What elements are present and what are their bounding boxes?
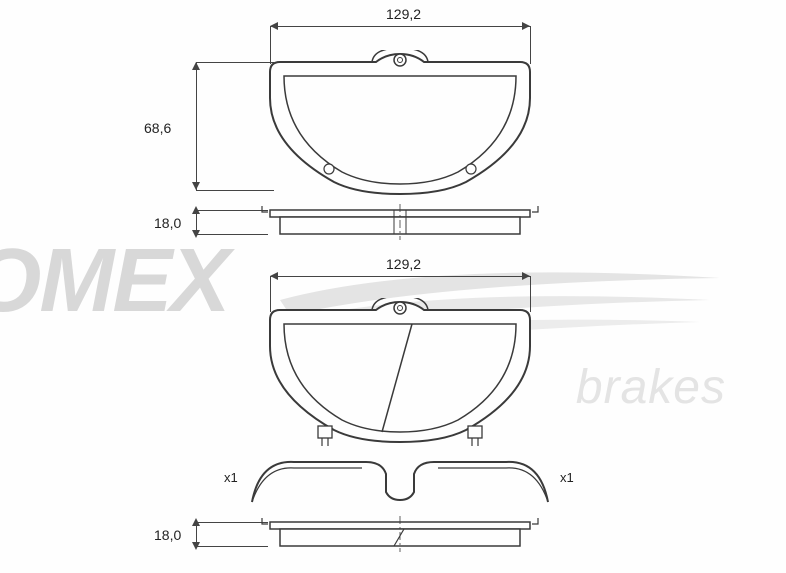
clip-qty-left: x1 xyxy=(224,470,238,485)
dim-top-width-arrow-l xyxy=(270,22,278,30)
dim-top-height-label: 68,6 xyxy=(144,120,171,136)
dim-bot-thick-label: 18,0 xyxy=(154,527,181,543)
top-pad-side xyxy=(256,204,544,240)
dim-top-height-arrow-u xyxy=(192,62,200,70)
dim-top-height-arrow-d xyxy=(192,182,200,190)
dim-bot-width-line xyxy=(270,276,530,277)
clip-hardware xyxy=(244,452,556,510)
watermark-brakes: brakes xyxy=(576,360,726,415)
dim-top-width-label: 129,2 xyxy=(386,6,421,22)
dim-top-thick-label: 18,0 xyxy=(154,215,181,231)
dim-bot-width-arrow-l xyxy=(270,272,278,280)
dim-bot-width-label: 129,2 xyxy=(386,256,421,272)
bottom-pad-face xyxy=(256,298,544,448)
bottom-pad-side xyxy=(256,516,544,552)
watermark-tomex: TOMEX xyxy=(0,230,228,333)
dim-top-height-line xyxy=(196,62,197,190)
clip-qty-right: x1 xyxy=(560,470,574,485)
dim-top-width-arrow-r xyxy=(522,22,530,30)
dim-bot-width-arrow-r xyxy=(522,272,530,280)
dim-top-width-line xyxy=(270,26,530,27)
top-pad-face xyxy=(256,50,544,200)
